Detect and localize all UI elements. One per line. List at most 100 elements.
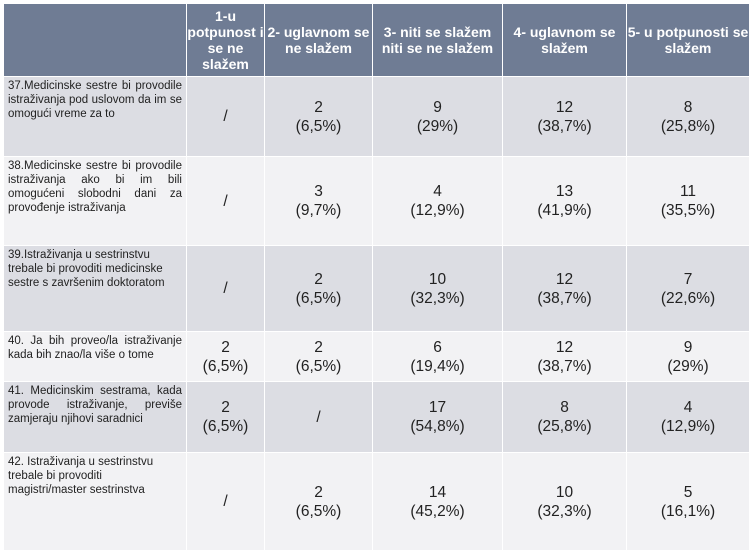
value-cell: 2 (6,5%) <box>264 245 373 332</box>
value-cell: 12 (38,7%) <box>502 76 627 157</box>
percent: (6,5%) <box>295 117 342 135</box>
count: 4 <box>433 183 442 200</box>
question-cell: 37.Medicinske sestre bi provodile istraž… <box>3 76 187 157</box>
value-cell: / <box>186 245 265 332</box>
count: 2 <box>221 399 230 416</box>
count: 6 <box>433 338 442 356</box>
count: 12 <box>555 338 574 356</box>
percent: (29%) <box>416 117 459 135</box>
question-cell: 39.Istraživanja u sestrinstvu trebale bi… <box>3 245 187 332</box>
value-cell: 14 (45,2%) <box>372 452 503 551</box>
count: 8 <box>683 98 693 116</box>
percent: (25,8%) <box>660 117 716 135</box>
value-cell: 11 (35,5%) <box>626 156 750 246</box>
table-row: 39.Istraživanja u sestrinstvu trebale bi… <box>3 245 750 332</box>
value-cell: 4 (12,9%) <box>626 381 750 453</box>
value-cell: 2 (6,5%) <box>186 381 265 453</box>
percent: (38,7%) <box>537 357 592 375</box>
question-cell: 38.Medicinske sestre bi provodile istraž… <box>3 156 187 246</box>
question-cell: 40. Ja bih proveo/la istraživanje kada b… <box>3 331 187 382</box>
table-row: 42. Istraživanja u sestrinstvu trebale b… <box>3 452 750 551</box>
count: 9 <box>683 338 693 356</box>
count: 3 <box>314 183 323 200</box>
percent: (16,1%) <box>660 502 716 520</box>
value-cell: 12 (38,7%) <box>502 245 627 332</box>
value-cell: 2 (6,5%) <box>264 76 373 157</box>
count: 2 <box>314 270 323 288</box>
table-row: 40. Ja bih proveo/la istraživanje kada b… <box>3 331 750 382</box>
header-col-2: 2- uglavnom se ne slažem <box>264 3 373 77</box>
count: / <box>316 408 321 426</box>
count: 7 <box>683 270 693 288</box>
value-cell: 2 (6,5%) <box>264 452 373 551</box>
count: 14 <box>428 483 447 501</box>
value-cell: 12 (38,7%) <box>502 331 627 382</box>
value-cell: / <box>186 156 265 246</box>
percent: (32,3%) <box>410 289 465 307</box>
value-cell: 9 (29%) <box>626 331 750 382</box>
percent: (6,5%) <box>295 289 342 307</box>
percent: (22,6%) <box>660 289 716 307</box>
count: 9 <box>433 98 442 116</box>
percent: (54,8%) <box>410 418 465 435</box>
percent: (38,7%) <box>537 289 592 307</box>
percent: (29%) <box>667 357 709 375</box>
count: 4 <box>683 399 693 416</box>
count: 2 <box>314 483 323 501</box>
percent: (38,7%) <box>537 117 592 135</box>
value-cell: 9 (29%) <box>372 76 503 157</box>
value-cell: 7 (22,6%) <box>626 245 750 332</box>
percent: (41,9%) <box>537 202 592 219</box>
count: 10 <box>555 483 574 501</box>
header-col-5: 5- u potpunosti se slažem <box>626 3 750 77</box>
header-row: 1-u potpunost i se ne slažem 2- uglavnom… <box>3 3 750 77</box>
value-cell: 2 (6,5%) <box>264 331 373 382</box>
table-row: 38.Medicinske sestre bi provodile istraž… <box>3 156 750 246</box>
header-col-1: 1-u potpunost i se ne slažem <box>186 3 265 77</box>
value-cell: 13 (41,9%) <box>502 156 627 246</box>
count: 2 <box>314 338 323 356</box>
value-cell: 8 (25,8%) <box>502 381 627 453</box>
count: 17 <box>428 399 447 416</box>
count: 2 <box>221 338 230 356</box>
count: 5 <box>683 483 693 501</box>
percent: (6,5%) <box>202 418 249 435</box>
value-cell: 3 (9,7%) <box>264 156 373 246</box>
count: / <box>223 192 228 210</box>
count: / <box>223 108 228 125</box>
percent: (45,2%) <box>410 502 465 520</box>
header-col-4: 4- uglavnom se slažem <box>502 3 627 77</box>
table-row: 37.Medicinske sestre bi provodile istraž… <box>3 76 750 157</box>
value-cell: 17 (54,8%) <box>372 381 503 453</box>
value-cell: 5 (16,1%) <box>626 452 750 551</box>
value-cell: 2 (6,5%) <box>186 331 265 382</box>
count: 10 <box>428 270 447 288</box>
value-cell: 6 (19,4%) <box>372 331 503 382</box>
percent: (6,5%) <box>202 357 249 375</box>
percent: (12,9%) <box>660 418 716 435</box>
percent: (32,3%) <box>537 502 592 520</box>
value-cell: 4 (12,9%) <box>372 156 503 246</box>
question-cell: 42. Istraživanja u sestrinstvu trebale b… <box>3 452 187 551</box>
count: / <box>223 280 228 297</box>
count: 12 <box>555 98 574 116</box>
value-cell: / <box>264 381 373 453</box>
value-cell: 10 (32,3%) <box>502 452 627 551</box>
percent: (35,5%) <box>660 202 716 219</box>
percent: (25,8%) <box>537 418 592 435</box>
count: 12 <box>555 270 574 288</box>
percent: (19,4%) <box>410 357 465 375</box>
table-row: 41. Medicinskim sestrama, kada provode i… <box>3 381 750 453</box>
survey-table: 1-u potpunost i se ne slažem 2- uglavnom… <box>3 3 750 551</box>
count: / <box>223 493 228 510</box>
value-cell: 10 (32,3%) <box>372 245 503 332</box>
header-corner <box>3 3 187 77</box>
question-cell: 41. Medicinskim sestrama, kada provode i… <box>3 381 187 453</box>
value-cell: 8 (25,8%) <box>626 76 750 157</box>
value-cell: / <box>186 452 265 551</box>
percent: (6,5%) <box>295 357 342 375</box>
header-col-3: 3- niti se slažem niti se ne slažem <box>372 3 503 77</box>
percent: (9,7%) <box>295 202 342 219</box>
value-cell: / <box>186 76 265 157</box>
count: 11 <box>679 183 697 200</box>
